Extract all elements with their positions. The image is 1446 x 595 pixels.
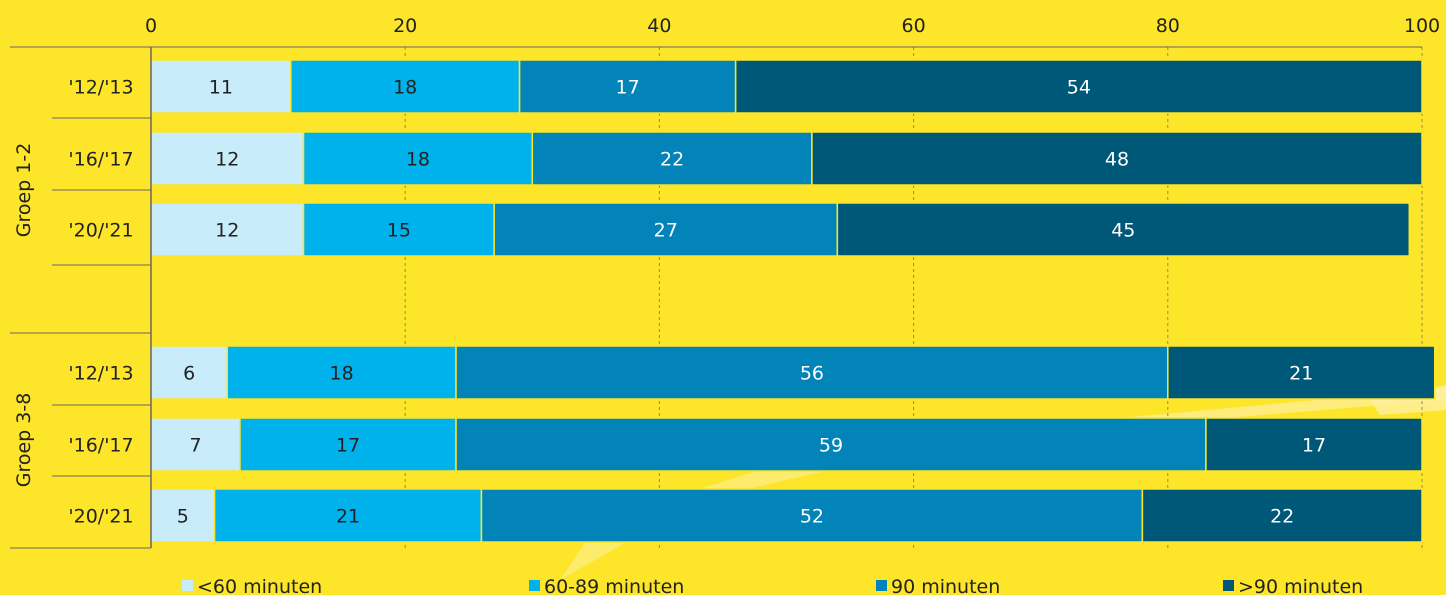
group-label: Groep 3-8	[13, 393, 35, 488]
bar-value-label: 22	[660, 149, 684, 171]
bar-value-label: 22	[1270, 506, 1294, 528]
axis-frame	[10, 46, 1422, 549]
category-labels: '12/'13 '16/'17 '20/'21 Groep 1-2 '12/'13 '16…	[13, 77, 134, 528]
bar-value-label: 12	[215, 220, 239, 242]
bar-value-label: 52	[800, 506, 824, 528]
x-axis-ticks: 0 20 40 60 80 100	[145, 15, 1440, 37]
bar-segment	[302, 131, 534, 186]
bar-segment	[150, 417, 241, 472]
category-label: '16/'17	[68, 435, 133, 457]
bar-segment	[836, 202, 1411, 257]
bar-value-label: 17	[1302, 435, 1326, 457]
bar-value-label: 7	[189, 435, 201, 457]
bar-segment	[480, 488, 1144, 543]
legend-label: 90 minuten	[891, 576, 1000, 595]
category-label: '12/'13	[68, 363, 133, 385]
legend-label: >90 minuten	[1238, 576, 1363, 595]
bar-value-label: 18	[406, 149, 430, 171]
bar-segment	[1205, 417, 1423, 472]
bar-segment	[213, 488, 483, 543]
bar-segment	[302, 202, 495, 257]
bar-value-label: 48	[1105, 149, 1129, 171]
bar-segment	[1141, 488, 1423, 543]
bar-segment	[150, 59, 292, 114]
bar-segment	[1167, 345, 1436, 400]
x-tick-label: 100	[1404, 15, 1440, 37]
bar-value-label: 17	[336, 435, 360, 457]
bar-value-label: 11	[209, 77, 233, 99]
legend-label: <60 minuten	[197, 576, 322, 595]
legend: <60 minuten 60-89 minuten 90 minuten >90 mi…	[182, 576, 1363, 595]
x-tick-label: 60	[902, 15, 926, 37]
bar-value-label: 54	[1067, 77, 1091, 99]
gridlines	[404, 47, 1423, 548]
background-decoration	[560, 385, 1446, 580]
category-label: '20/'21	[68, 506, 133, 528]
category-label: '12/'13	[68, 77, 133, 99]
bar-segment	[811, 131, 1423, 186]
x-tick-label: 80	[1156, 15, 1180, 37]
bar-value-label: 21	[1289, 363, 1313, 385]
bar-value-label: 27	[654, 220, 678, 242]
bar-segment	[518, 59, 737, 114]
bar-value-label: 45	[1111, 220, 1135, 242]
legend-swatch	[182, 580, 193, 591]
bar-value-label: 18	[393, 77, 417, 99]
bar-value-label: 21	[336, 506, 360, 528]
bar-segment	[239, 417, 457, 472]
legend-swatch	[1223, 580, 1234, 591]
bar-segment	[226, 345, 457, 400]
bar-value-label: 59	[819, 435, 843, 457]
category-label: '16/'17	[68, 149, 133, 171]
bar-segment	[150, 488, 216, 543]
bar-value-label: 17	[616, 77, 640, 99]
x-tick-label: 40	[647, 15, 671, 37]
category-label: '20/'21	[68, 220, 133, 242]
bar-value-label: 12	[215, 149, 239, 171]
x-tick-label: 20	[393, 15, 417, 37]
bar-value-label: 56	[800, 363, 824, 385]
bar-segment	[290, 59, 521, 114]
legend-swatch	[876, 580, 887, 591]
bar-segment	[531, 131, 813, 186]
x-tick-label: 0	[145, 15, 157, 37]
legend-label: 60-89 minuten	[544, 576, 684, 595]
bar-value-label: 6	[183, 363, 195, 385]
legend-swatch	[529, 580, 540, 591]
group-label: Groep 1-2	[13, 143, 35, 238]
bar-segment	[455, 345, 1169, 400]
bar-value-label: 5	[177, 506, 189, 528]
bar-segment	[734, 59, 1423, 114]
bar-value-label: 15	[387, 220, 411, 242]
bar-value-label: 18	[330, 363, 354, 385]
